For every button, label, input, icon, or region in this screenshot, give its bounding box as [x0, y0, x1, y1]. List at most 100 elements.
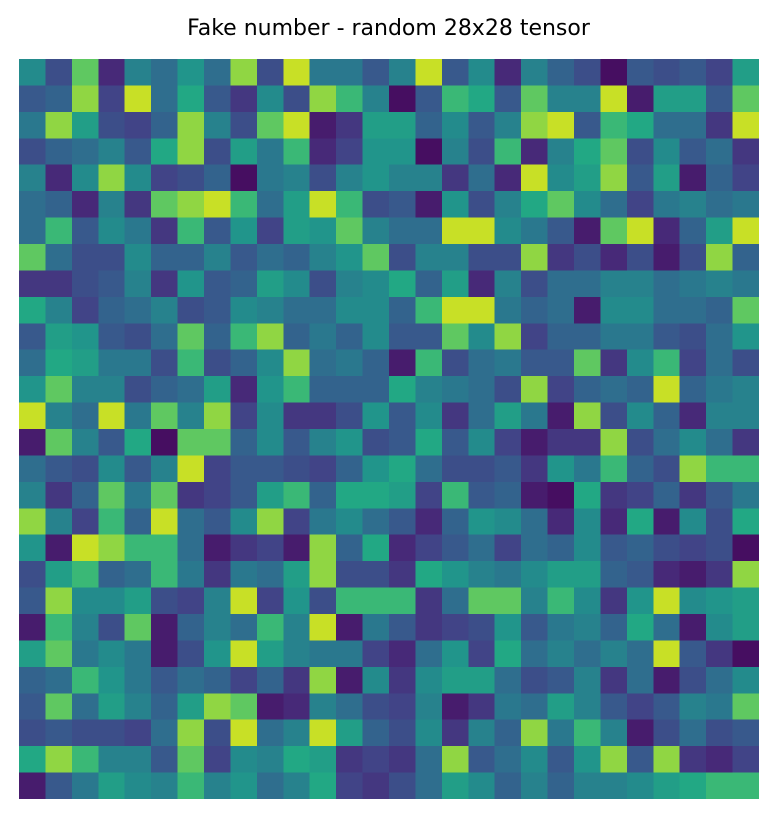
- heatmap-cell: [71, 772, 99, 799]
- heatmap-cell: [415, 534, 443, 562]
- heatmap-cell: [468, 772, 496, 799]
- heatmap-cell: [177, 376, 205, 404]
- heatmap-cell: [204, 772, 232, 799]
- heatmap-cell: [653, 455, 681, 483]
- heatmap-cell: [468, 746, 496, 774]
- heatmap-cell: [441, 111, 469, 139]
- heatmap-cell: [362, 111, 390, 139]
- heatmap-cell: [732, 561, 759, 589]
- heatmap-cell: [256, 719, 284, 747]
- heatmap-cell: [441, 719, 469, 747]
- heatmap-cell: [283, 402, 311, 430]
- heatmap-cell: [389, 508, 417, 536]
- heatmap-cell: [415, 296, 443, 324]
- heatmap-cell: [19, 640, 47, 668]
- heatmap-cell: [626, 561, 654, 589]
- heatmap-cell: [389, 111, 417, 139]
- heatmap-cell: [177, 772, 205, 799]
- heatmap-cell: [494, 534, 522, 562]
- heatmap-cell: [336, 481, 364, 509]
- heatmap-cell: [19, 323, 47, 351]
- heatmap-cell: [204, 719, 232, 747]
- heatmap-cell: [626, 323, 654, 351]
- heatmap-cell: [151, 587, 179, 615]
- heatmap-cell: [45, 746, 73, 774]
- heatmap-cell: [679, 455, 707, 483]
- heatmap-cell: [45, 587, 73, 615]
- heatmap-cell: [71, 561, 99, 589]
- heatmap-cell: [706, 349, 734, 377]
- heatmap-cell: [732, 429, 759, 457]
- heatmap-cell: [336, 59, 364, 87]
- heatmap-cell: [204, 640, 232, 668]
- heatmap-cell: [336, 191, 364, 219]
- heatmap-cell: [45, 244, 73, 272]
- heatmap-cell: [494, 666, 522, 694]
- heatmap-cell: [283, 164, 311, 192]
- heatmap-cell: [653, 376, 681, 404]
- heatmap-cell: [283, 455, 311, 483]
- heatmap-cell: [600, 402, 628, 430]
- heatmap-cell: [151, 746, 179, 774]
- chart-title: Fake number - random 28x28 tensor: [187, 16, 590, 41]
- heatmap-cell: [521, 376, 549, 404]
- heatmap-cell: [521, 85, 549, 113]
- heatmap-cell: [124, 138, 152, 166]
- heatmap-cell: [336, 323, 364, 351]
- heatmap-cell: [256, 85, 284, 113]
- heatmap-cell: [653, 349, 681, 377]
- heatmap-cell: [177, 244, 205, 272]
- heatmap-cell: [679, 561, 707, 589]
- heatmap-cell: [336, 640, 364, 668]
- heatmap-cell: [19, 164, 47, 192]
- heatmap-cell: [309, 164, 337, 192]
- heatmap-cell: [71, 244, 99, 272]
- heatmap-cell: [98, 455, 126, 483]
- heatmap-cell: [389, 323, 417, 351]
- heatmap-cell: [468, 138, 496, 166]
- heatmap-cell: [626, 719, 654, 747]
- heatmap-cell: [309, 138, 337, 166]
- heatmap-cell: [706, 534, 734, 562]
- heatmap-cell: [468, 587, 496, 615]
- heatmap-cell: [283, 429, 311, 457]
- heatmap-cell: [230, 746, 258, 774]
- heatmap-cell: [71, 746, 99, 774]
- heatmap-cell: [494, 772, 522, 799]
- heatmap-cell: [362, 455, 390, 483]
- heatmap-cell: [19, 376, 47, 404]
- heatmap-cell: [626, 746, 654, 774]
- heatmap-cell: [389, 349, 417, 377]
- heatmap-cell: [706, 296, 734, 324]
- heatmap-cell: [230, 719, 258, 747]
- heatmap-cell: [230, 508, 258, 536]
- heatmap-cell: [124, 191, 152, 219]
- heatmap-cell: [706, 508, 734, 536]
- heatmap-cell: [706, 191, 734, 219]
- heatmap-cell: [256, 244, 284, 272]
- heatmap-cell: [362, 561, 390, 589]
- heatmap-cell: [230, 429, 258, 457]
- heatmap-cell: [256, 746, 284, 774]
- heatmap-cell: [415, 719, 443, 747]
- heatmap-cell: [600, 111, 628, 139]
- heatmap-cell: [653, 614, 681, 642]
- heatmap-cell: [336, 666, 364, 694]
- heatmap-cell: [732, 587, 759, 615]
- heatmap-cell: [415, 164, 443, 192]
- heatmap-cell: [362, 746, 390, 774]
- heatmap-cell: [679, 587, 707, 615]
- heatmap-cell: [45, 85, 73, 113]
- heatmap-cell: [521, 508, 549, 536]
- heatmap-cell: [98, 244, 126, 272]
- heatmap-cell: [362, 191, 390, 219]
- heatmap-cell: [494, 614, 522, 642]
- heatmap-cell: [600, 640, 628, 668]
- heatmap-cell: [230, 217, 258, 245]
- heatmap-cell: [124, 323, 152, 351]
- heatmap-cell: [98, 402, 126, 430]
- heatmap-cell: [521, 614, 549, 642]
- heatmap-cell: [494, 164, 522, 192]
- heatmap-cell: [309, 587, 337, 615]
- heatmap-cell: [45, 402, 73, 430]
